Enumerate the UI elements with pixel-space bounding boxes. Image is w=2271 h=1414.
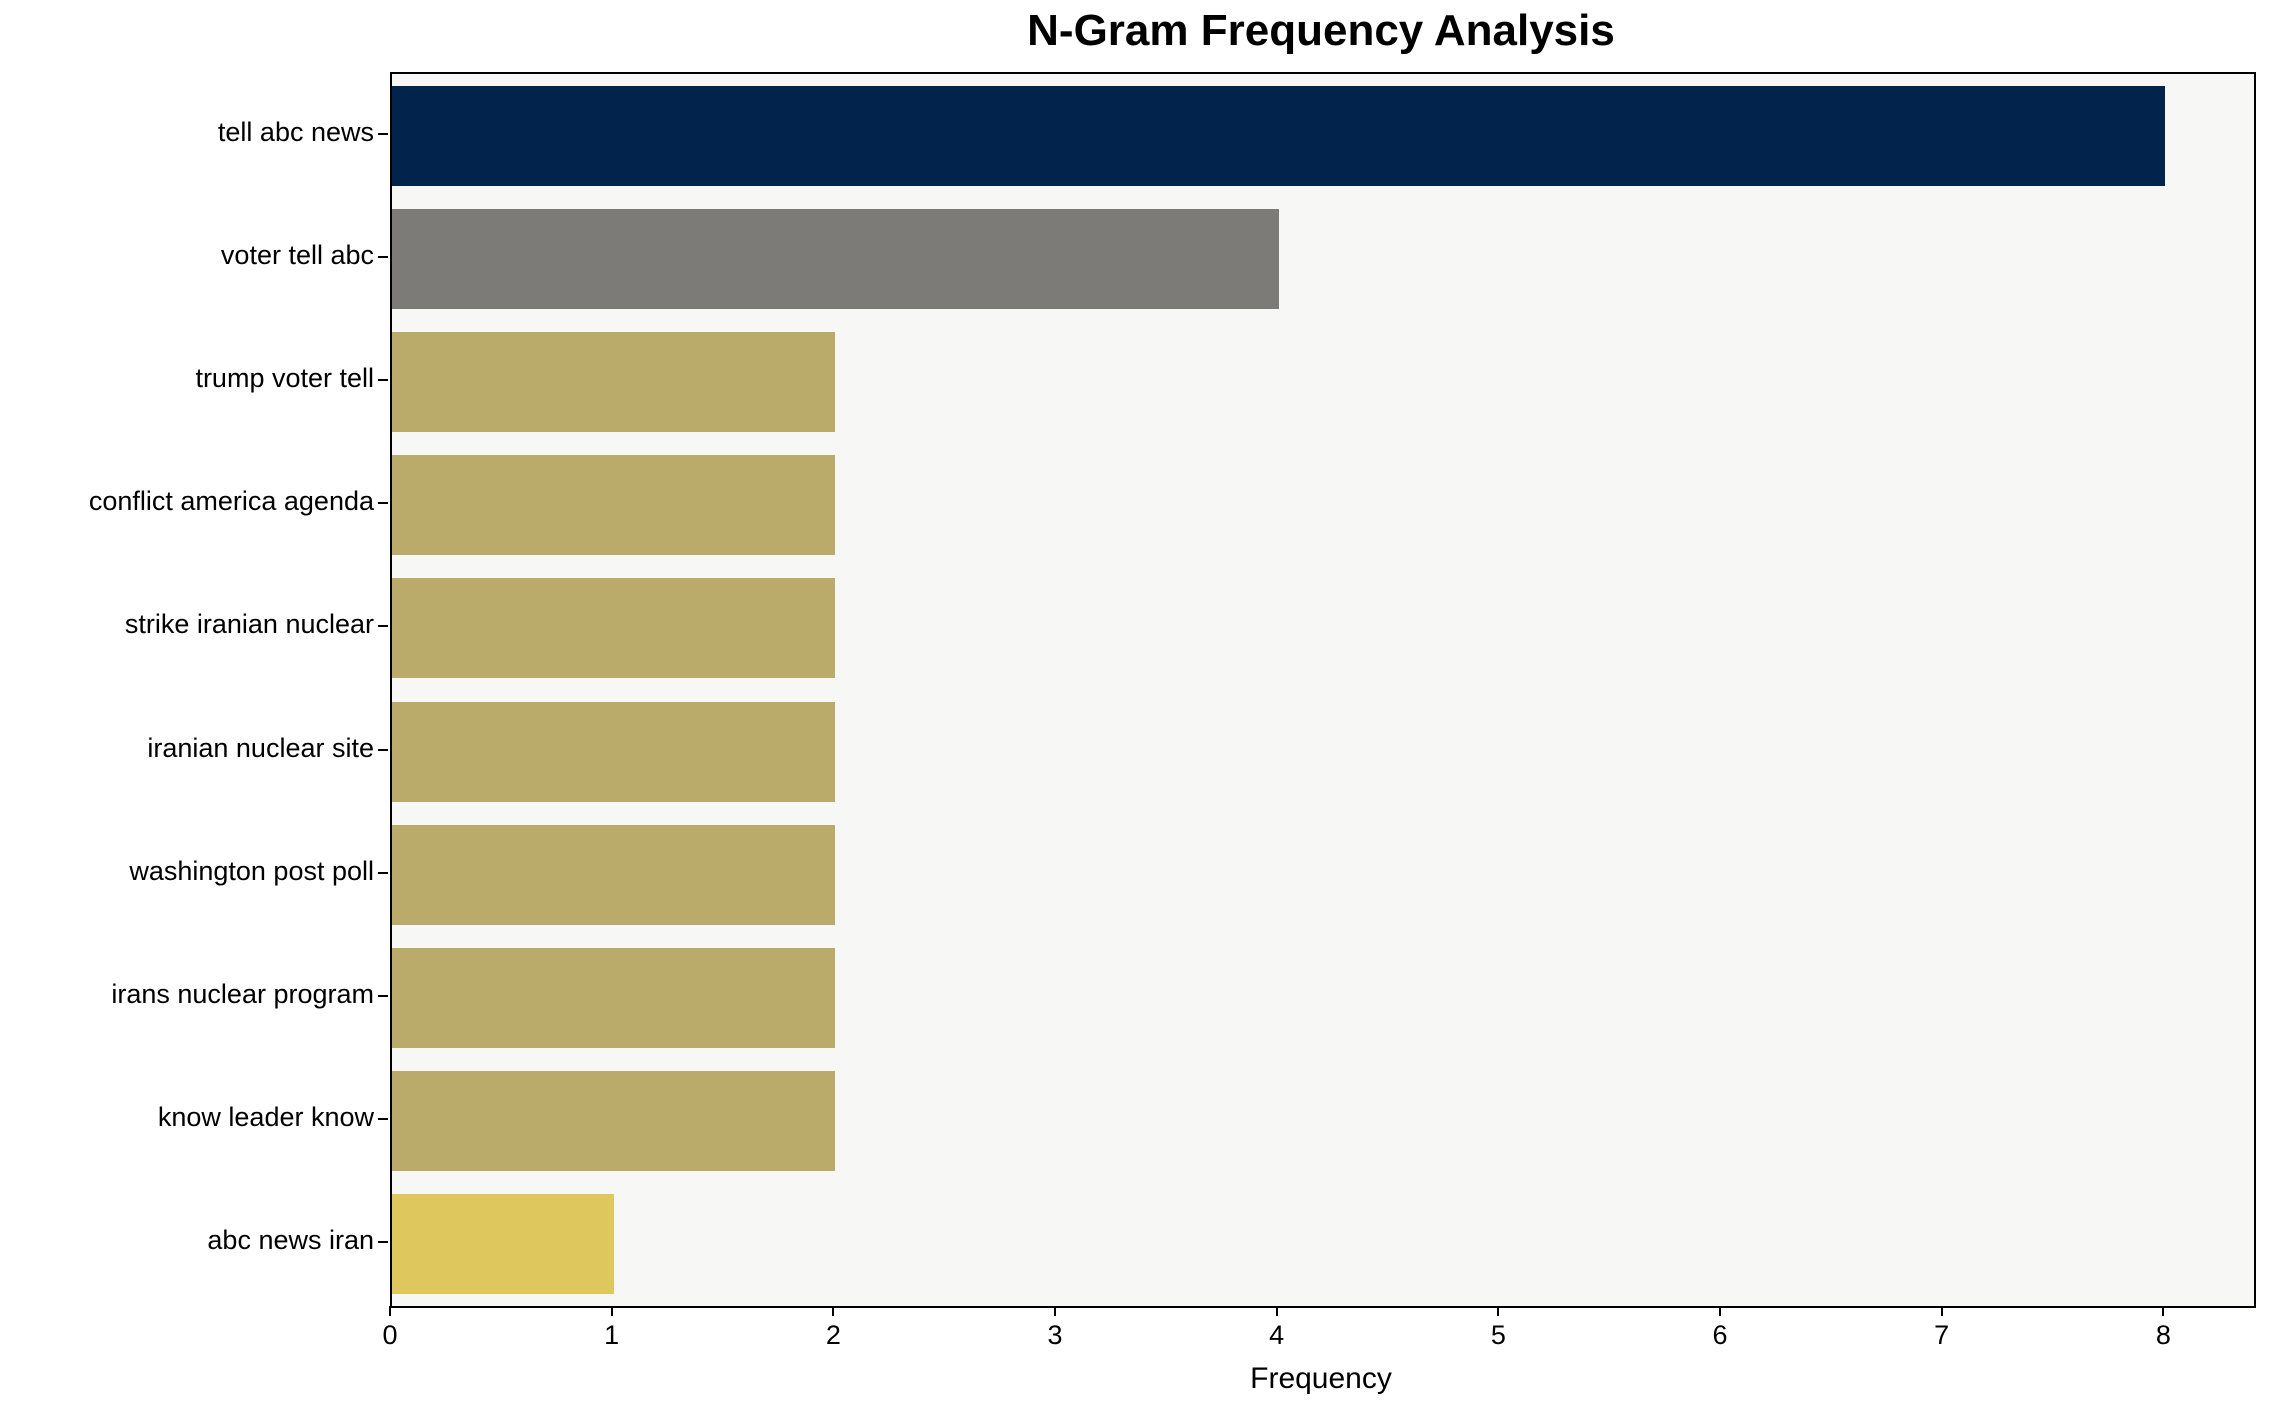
- x-tick-mark: [1940, 1306, 1943, 1316]
- chart-title: N-Gram Frequency Analysis: [1027, 6, 1615, 55]
- bar-strike-iranian-nuclear: [392, 578, 836, 679]
- x-tick-mark: [610, 1306, 613, 1316]
- x-tick-label: 0: [382, 1320, 398, 1350]
- y-tick-mark: [378, 995, 388, 997]
- bar-trump-voter-tell: [392, 332, 836, 432]
- bar-conflict-america-agenda: [392, 455, 836, 556]
- y-tick-mark: [378, 132, 388, 135]
- x-tick-mark: [1719, 1306, 1721, 1316]
- y-tick-mark: [378, 625, 388, 628]
- y-tick-label: irans nuclear program: [111, 979, 374, 1009]
- x-tick-mark: [1054, 1306, 1056, 1316]
- bar-abc-news-iran: [392, 1194, 614, 1295]
- y-tick-label: know leader know: [157, 1102, 374, 1133]
- y-tick-label: conflict america agenda: [88, 486, 374, 517]
- y-tick-mark: [378, 502, 388, 505]
- y-tick-mark: [378, 1118, 388, 1121]
- x-tick-mark: [1497, 1306, 1500, 1316]
- x-tick-label: 3: [1047, 1320, 1063, 1350]
- bar-voter-tell-abc: [392, 208, 1279, 309]
- y-tick-mark: [378, 748, 388, 751]
- x-tick-label: 7: [1934, 1320, 1950, 1350]
- x-tick-mark: [389, 1306, 391, 1316]
- x-tick-mark: [2162, 1306, 2165, 1316]
- x-tick-label: 8: [2155, 1320, 2171, 1350]
- y-tick-label: trump voter tell: [195, 363, 374, 393]
- y-tick-label: washington post poll: [129, 855, 374, 886]
- bar-irans-nuclear-program: [392, 948, 836, 1048]
- x-tick-label: 1: [604, 1320, 620, 1350]
- y-tick-mark: [378, 871, 388, 874]
- plot-area: [390, 72, 2256, 1308]
- x-tick-mark: [1275, 1306, 1278, 1316]
- x-axis-label: Frequency: [1250, 1362, 1392, 1395]
- x-tick-label: 4: [1269, 1320, 1285, 1350]
- y-tick-label: abc news iran: [207, 1225, 374, 1256]
- x-tick-label: 5: [1490, 1320, 1506, 1350]
- bar-iranian-nuclear-site: [392, 701, 836, 802]
- x-tick-label: 6: [1712, 1320, 1728, 1350]
- y-tick-mark: [378, 1241, 388, 1244]
- bar-tell-abc-news: [392, 85, 2166, 186]
- bar-washington-post-poll: [392, 824, 836, 925]
- y-tick-label: voter tell abc: [220, 239, 374, 270]
- y-tick-label: strike iranian nuclear: [124, 609, 374, 640]
- y-tick-label: tell abc news: [217, 116, 374, 147]
- y-tick-mark: [378, 379, 388, 381]
- bar-know-leader-know: [392, 1071, 836, 1172]
- y-tick-mark: [378, 255, 388, 258]
- x-tick-mark: [832, 1306, 835, 1316]
- x-tick-label: 2: [825, 1320, 841, 1350]
- y-tick-label: iranian nuclear site: [147, 732, 374, 763]
- bars-layer: [392, 74, 2254, 1306]
